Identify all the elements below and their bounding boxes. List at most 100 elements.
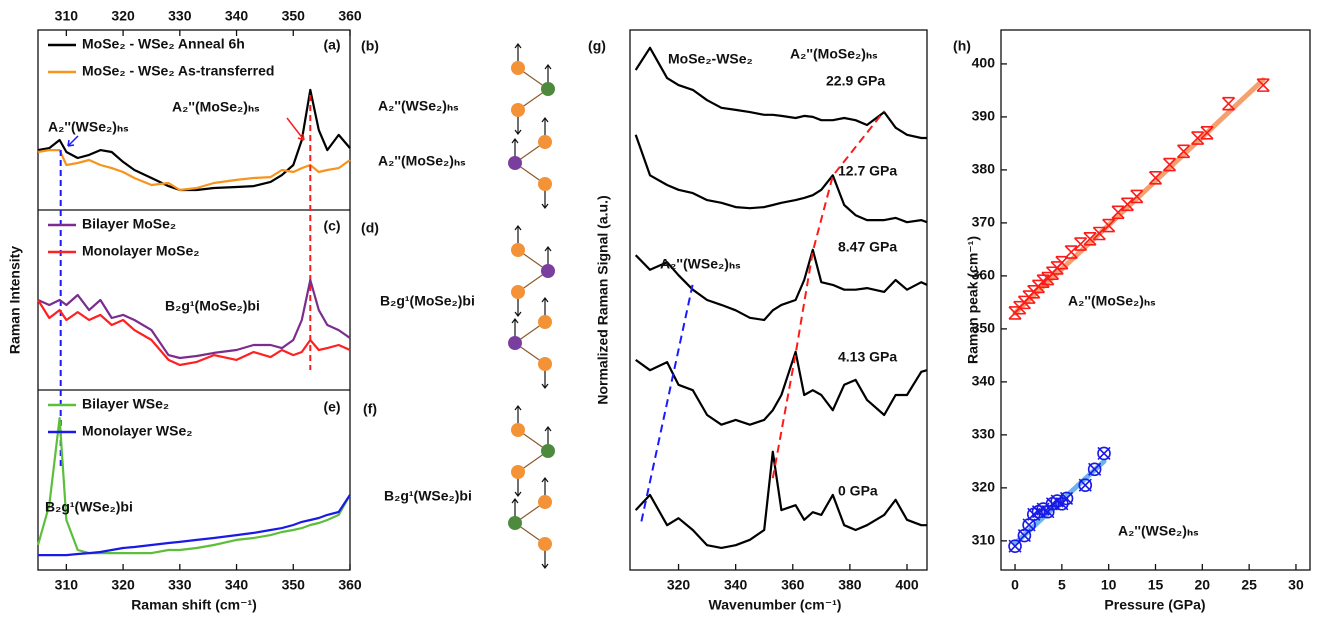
x-tick-label: 30	[1288, 577, 1304, 593]
vibration-arrow	[541, 477, 549, 496]
marker	[1008, 539, 1022, 553]
data-point	[1256, 78, 1270, 92]
data-point	[1064, 245, 1078, 259]
marker	[1083, 231, 1097, 246]
series-label: 8.47 GPa	[838, 239, 897, 255]
y-tick-label: 350	[972, 320, 996, 336]
annotation: A₂''(WSe₂)ₕₛ	[660, 256, 741, 272]
data-point	[1177, 144, 1191, 159]
y-tick-label: 310	[972, 532, 996, 548]
vibration-arrow	[541, 297, 549, 316]
panel-label: (b)	[361, 38, 379, 54]
marker	[1055, 255, 1069, 270]
vibration-arrow	[544, 246, 552, 265]
series-label: 12.7 GPa	[838, 163, 897, 179]
y-tick-label: 390	[972, 108, 996, 124]
data-point	[1148, 171, 1163, 185]
atom	[538, 495, 552, 509]
marker	[1111, 205, 1125, 220]
spectrum-line	[37, 278, 351, 360]
data-point	[1036, 274, 1050, 288]
data-point	[1191, 131, 1205, 145]
spectrum-line	[634, 134, 928, 224]
atom	[538, 315, 552, 329]
annotation-arrow	[67, 135, 79, 147]
x-tick-label: 310	[55, 577, 79, 593]
vibration-arrow	[514, 478, 522, 497]
guide-line	[640, 283, 694, 522]
x-tick-label: 340	[225, 577, 249, 593]
marker	[1120, 197, 1134, 212]
mode-label: B₂g¹(MoSe₂)bi	[380, 293, 475, 309]
x-tick-label: 20	[1195, 577, 1211, 593]
x-tick-label: 330	[168, 8, 192, 24]
marker	[1177, 144, 1191, 159]
data-point	[1087, 462, 1102, 477]
data-point	[1162, 157, 1177, 172]
data-point	[1097, 446, 1111, 461]
annotation: B₂g¹(MoSe₂)bi	[165, 298, 260, 314]
vibration-arrow	[541, 550, 549, 569]
vibration-arrow	[514, 225, 522, 244]
atom	[508, 156, 522, 170]
x-tick-label: 340	[225, 8, 249, 24]
annotation: B₂g¹(WSe₂)bi	[45, 499, 133, 515]
marker	[1148, 171, 1163, 185]
x-tick-label: 360	[781, 577, 805, 593]
panel-label: (d)	[361, 220, 379, 236]
x-tick-label: 10	[1101, 577, 1117, 593]
vibration-arrow	[544, 426, 552, 445]
panel-label: (f)	[363, 401, 377, 417]
data-point	[1055, 255, 1069, 270]
atom	[511, 423, 525, 437]
legend-label: Bilayer WSe₂	[82, 396, 169, 412]
g-frame	[629, 29, 928, 571]
series-label: 22.9 GPa	[826, 73, 885, 89]
data-point	[1059, 491, 1074, 506]
data-point	[1041, 504, 1055, 519]
y-axis-label: Raman peak (cm⁻¹)	[965, 236, 981, 364]
vibration-arrow	[541, 370, 549, 389]
spectrum-line	[36, 417, 351, 555]
x-tick-label: 380	[838, 577, 862, 593]
x-tick-label: 0	[1011, 577, 1019, 593]
x-tick-label: 320	[667, 577, 691, 593]
y-tick-label: 370	[972, 214, 996, 230]
x-tick-label: 25	[1241, 577, 1257, 593]
data-point	[1130, 189, 1144, 204]
annotation: A₂''(WSe₂)ₕₛ	[48, 119, 129, 135]
x-tick-label: 350	[282, 8, 306, 24]
mode-label: A₂''(MoSe₂)ₕₛ	[378, 153, 466, 169]
vibration-arrow	[511, 318, 519, 337]
atom	[511, 243, 525, 257]
panel-label: (h)	[953, 38, 971, 54]
x-tick-label: 360	[338, 8, 362, 24]
atom	[511, 61, 525, 75]
spectrum-line	[37, 149, 351, 192]
x-tick-label: 360	[338, 577, 362, 593]
legend-label: MoSe₂ - WSe₂ Anneal 6h	[82, 36, 245, 52]
data-point	[1200, 126, 1214, 140]
vibration-arrow	[514, 298, 522, 317]
marker	[1036, 274, 1050, 288]
annotation-arrow	[286, 117, 305, 141]
marker	[1078, 478, 1093, 493]
vibration-arrow	[541, 190, 549, 209]
legend-label: Bilayer MoSe₂	[82, 216, 176, 232]
marker	[1200, 126, 1214, 140]
spectrum-line	[38, 494, 351, 557]
x-tick-label: 350	[282, 577, 306, 593]
y-tick-label: 380	[972, 161, 996, 177]
data-point	[1078, 478, 1093, 493]
y-axis-label: Normalized Raman Signal (a.u.)	[595, 195, 611, 404]
x-tick-label: 330	[168, 577, 192, 593]
mode-label: B₂g¹(WSe₂)bi	[384, 488, 472, 504]
legend-label: Monolayer MoSe₂	[82, 243, 199, 259]
y-axis-label: Raman Intensity	[7, 246, 23, 354]
vibration-arrow	[544, 64, 552, 83]
data-point	[1074, 237, 1088, 251]
spectrum-line	[634, 248, 928, 322]
legend-label: Monolayer WSe₂	[82, 423, 192, 439]
annotation: A₂''(MoSe₂)ₕₛ	[790, 46, 878, 62]
